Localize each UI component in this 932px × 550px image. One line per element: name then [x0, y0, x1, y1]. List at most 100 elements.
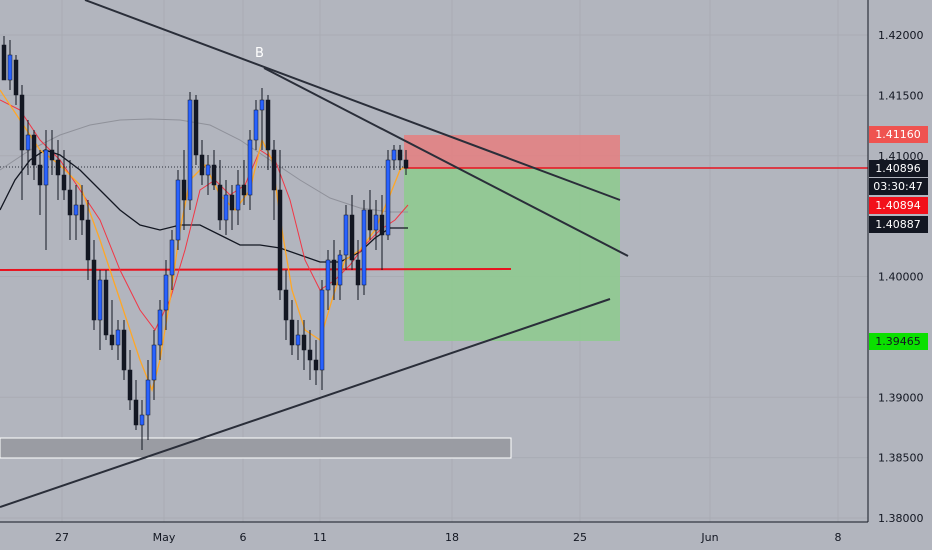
candle-body[interactable]: [379, 214, 385, 236]
candle-body[interactable]: [37, 164, 43, 186]
stop-loss-zone[interactable]: [404, 135, 620, 168]
candle-body[interactable]: [151, 344, 157, 381]
candle-body[interactable]: [19, 94, 25, 151]
candle-body[interactable]: [31, 134, 37, 166]
candle-body[interactable]: [349, 214, 355, 261]
candles-group[interactable]: [1, 36, 409, 450]
candle-body[interactable]: [67, 189, 73, 216]
candle-body[interactable]: [79, 204, 85, 221]
time-tick-label: 6: [240, 531, 247, 544]
price-tick-label: 1.38500: [878, 452, 924, 465]
candle-body[interactable]: [277, 189, 283, 291]
candle-body[interactable]: [367, 209, 373, 231]
candle-body[interactable]: [193, 99, 199, 156]
candle-body[interactable]: [373, 214, 379, 231]
candle-body[interactable]: [229, 194, 235, 211]
candle-body[interactable]: [301, 334, 307, 351]
upper-trendline[interactable]: [84, 0, 621, 201]
candle-body[interactable]: [115, 329, 121, 346]
price-tags: 1.41160 1.40896 03:30:47 1.40894 1.40887 1.39…: [869, 126, 928, 350]
price-tick-label: 1.41500: [878, 89, 924, 102]
candle-body[interactable]: [133, 399, 139, 426]
candle-body[interactable]: [43, 149, 49, 186]
candle-body[interactable]: [127, 369, 133, 401]
price-tag-countdown: [869, 178, 928, 195]
candle-body[interactable]: [175, 179, 181, 241]
candle-body[interactable]: [241, 184, 247, 196]
price-tag-text: 1.39465: [875, 335, 921, 348]
price-tag-ma-red: [869, 197, 928, 214]
candle-body[interactable]: [325, 259, 331, 291]
time-tick-label: 25: [573, 531, 587, 544]
candle-body[interactable]: [247, 139, 253, 196]
candle-body[interactable]: [49, 149, 55, 161]
candle-body[interactable]: [217, 184, 223, 221]
candle-body[interactable]: [337, 254, 343, 286]
candle-body[interactable]: [7, 54, 13, 81]
candle-body[interactable]: [397, 149, 403, 161]
candle-body[interactable]: [235, 184, 241, 211]
inner-trendline[interactable]: [263, 67, 629, 257]
price-axis-ticks: 1.42000 1.41500 1.41000 1.40000 1.39000 1.385…: [878, 29, 924, 525]
candle-body[interactable]: [403, 159, 409, 169]
candle-body[interactable]: [289, 319, 295, 346]
price-tag-text: 1.40896: [875, 162, 921, 175]
candle-body[interactable]: [181, 179, 187, 201]
candle-body[interactable]: [361, 209, 367, 286]
candle-body[interactable]: [73, 204, 79, 216]
candle-body[interactable]: [211, 164, 217, 186]
candle-body[interactable]: [163, 274, 169, 311]
price-tag-ma-black: [869, 216, 928, 233]
candle-body[interactable]: [271, 149, 277, 191]
candle-body[interactable]: [187, 99, 193, 201]
price-tag-text: 1.40887: [875, 218, 921, 231]
candle-body[interactable]: [385, 159, 391, 236]
candle-body[interactable]: [61, 174, 67, 191]
time-tick-label: Jun: [700, 531, 718, 544]
candle-body[interactable]: [265, 99, 271, 151]
time-tick-label: 11: [313, 531, 327, 544]
time-axis-ticks: 27 May 6 11 18 25 Jun 8: [55, 531, 842, 544]
time-tick-label: 27: [55, 531, 69, 544]
price-tag-text: 1.41160: [875, 128, 921, 141]
support-zone-box[interactable]: [0, 437, 512, 459]
candle-body[interactable]: [391, 149, 397, 161]
candle-body[interactable]: [145, 379, 151, 416]
candle-body[interactable]: [13, 59, 19, 96]
price-tick-label: 1.40000: [878, 271, 924, 284]
candle-body[interactable]: [283, 289, 289, 321]
candle-body[interactable]: [139, 414, 145, 426]
candle-body[interactable]: [91, 259, 97, 321]
candle-body[interactable]: [307, 349, 313, 361]
price-tick-label: 1.41000: [878, 150, 924, 163]
candle-body[interactable]: [55, 159, 61, 176]
candle-body[interactable]: [253, 109, 259, 141]
take-profit-zone[interactable]: [404, 168, 620, 341]
candle-body[interactable]: [319, 289, 325, 371]
candle-body[interactable]: [85, 219, 91, 261]
candle-body[interactable]: [223, 194, 229, 221]
time-tick-label: 18: [445, 531, 459, 544]
candle-body[interactable]: [259, 99, 265, 111]
candle-body[interactable]: [121, 329, 127, 371]
wave-label-b[interactable]: B: [255, 46, 264, 61]
candle-body[interactable]: [1, 44, 7, 81]
candle-body[interactable]: [199, 154, 205, 176]
time-tick-label: 8: [835, 531, 842, 544]
candle-body[interactable]: [343, 214, 349, 256]
support-level-line[interactable]: [0, 268, 512, 271]
candle-body[interactable]: [97, 279, 103, 321]
candle-body[interactable]: [109, 334, 115, 346]
lower-trendline[interactable]: [0, 298, 611, 508]
candle-body[interactable]: [169, 239, 175, 276]
candle-body[interactable]: [331, 259, 337, 286]
candle-body[interactable]: [25, 134, 31, 151]
candle-body[interactable]: [355, 259, 361, 286]
candle-body[interactable]: [295, 334, 301, 346]
candle-body[interactable]: [157, 309, 163, 346]
candle-body[interactable]: [313, 359, 319, 371]
candle-body[interactable]: [103, 279, 109, 336]
candle-body[interactable]: [205, 164, 211, 176]
ma-long-line[interactable]: [0, 118, 408, 213]
